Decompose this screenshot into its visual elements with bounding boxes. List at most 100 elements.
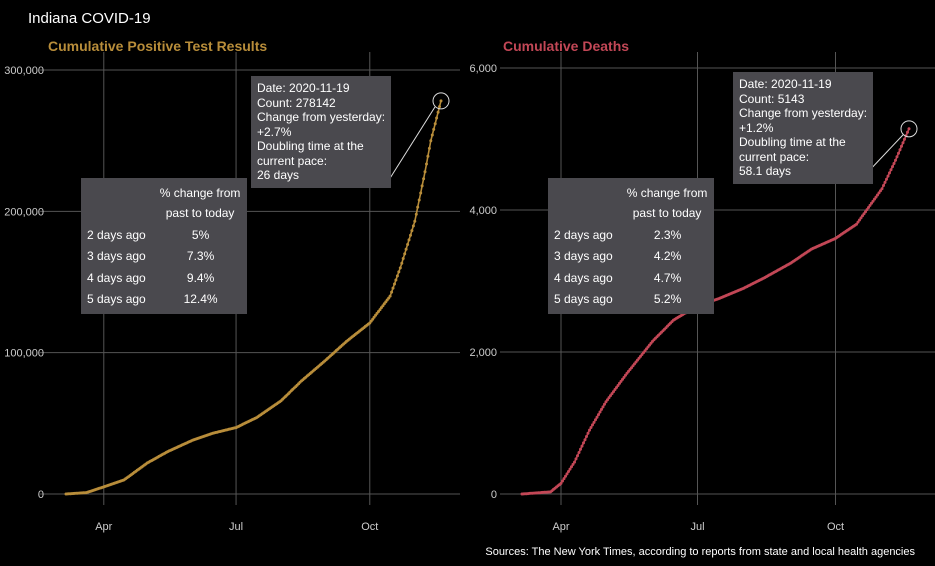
table-row: 2 days ago 2.3%	[554, 227, 682, 242]
data-point	[577, 451, 581, 454]
data-point	[414, 212, 418, 216]
data-point	[439, 99, 443, 103]
data-point	[404, 247, 408, 251]
data-point	[594, 418, 597, 422]
data-point	[588, 428, 591, 432]
data-point	[564, 474, 567, 478]
data-point	[585, 435, 588, 438]
data-point	[398, 266, 402, 270]
data-point	[567, 470, 570, 473]
data-point	[898, 148, 902, 152]
table-row: 3 days ago 4.2%	[554, 249, 682, 263]
table-row: 3 days ago 7.3%	[87, 249, 215, 263]
data-point	[409, 233, 412, 237]
data-point	[559, 481, 563, 485]
x-tick-label: Oct	[827, 521, 844, 533]
data-point	[420, 184, 424, 188]
callout-line: 26 days	[257, 168, 300, 182]
callout-line: current pace:	[739, 149, 810, 164]
data-point	[406, 243, 410, 246]
data-point	[395, 274, 399, 278]
data-point	[868, 203, 872, 207]
y-tick-label: 0	[38, 489, 44, 501]
table-header: % change from past to today	[626, 186, 708, 220]
data-point	[895, 155, 899, 159]
cases-chart-title: Cumulative Positive Test Results	[48, 38, 267, 54]
data-point	[888, 171, 891, 175]
data-point	[906, 130, 909, 134]
x-tick-label: Oct	[361, 521, 378, 533]
data-point	[612, 390, 615, 394]
data-point	[901, 141, 905, 145]
data-point	[592, 420, 596, 424]
data-point	[855, 222, 858, 226]
data-point	[882, 184, 885, 187]
data-point	[598, 410, 602, 414]
table-row: 2 days ago 5%	[87, 227, 210, 242]
x-tick-label: Apr	[552, 521, 569, 533]
y-tick-label: 200,000	[4, 206, 44, 218]
table-row: 4 days ago 4.7%	[554, 270, 682, 285]
cases-series-points	[64, 99, 443, 496]
callout-line: Change from yesterday:	[739, 106, 868, 120]
deaths-chart-title: Cumulative Deaths	[503, 38, 629, 54]
y-tick-label: 2,000	[469, 347, 497, 359]
data-point	[573, 460, 576, 464]
data-point	[582, 441, 585, 445]
data-point	[900, 144, 903, 148]
data-point	[859, 216, 863, 220]
data-point	[438, 105, 441, 109]
data-point	[407, 238, 411, 242]
data-point	[425, 162, 428, 166]
callout-line: Doubling time at the	[739, 135, 846, 149]
y-tick-label: 100,000	[4, 348, 44, 360]
data-point	[865, 208, 869, 212]
callout-line: 58.1 days	[739, 164, 792, 178]
data-point	[390, 290, 394, 294]
data-point	[565, 472, 569, 476]
data-point	[401, 257, 405, 260]
data-point	[601, 405, 605, 409]
data-point	[870, 201, 873, 205]
data-point	[886, 174, 890, 178]
data-point	[879, 189, 882, 193]
data-point	[606, 398, 609, 402]
data-point	[391, 286, 395, 290]
data-point	[403, 252, 407, 256]
cases-percent-table: % change from past to today 2 days ago 5% …	[81, 178, 248, 314]
data-point	[579, 447, 582, 451]
table-row: 5 days ago 5.2%	[554, 292, 682, 306]
data-point	[419, 191, 423, 195]
data-point	[864, 210, 867, 214]
data-point	[570, 465, 573, 469]
cases-panel: Cumulative Positive Test Results 0 100,000…	[4, 38, 460, 533]
callout-line: Change from yesterday:	[257, 110, 386, 124]
data-point	[397, 270, 401, 274]
x-tick-label: Jul	[229, 521, 243, 533]
data-point	[433, 122, 437, 126]
data-point	[580, 444, 584, 448]
data-point	[394, 278, 398, 282]
data-point	[571, 462, 575, 466]
data-point	[568, 467, 572, 471]
data-point	[600, 407, 603, 411]
page-title: Indiana COVID-19	[28, 10, 151, 27]
data-point	[426, 154, 430, 158]
table-header: % change from past to today	[159, 186, 241, 220]
x-tick-label: Jul	[690, 521, 704, 533]
data-point	[603, 402, 606, 406]
data-point	[885, 177, 888, 181]
data-point	[589, 426, 593, 429]
data-point	[388, 294, 392, 298]
data-point	[561, 479, 564, 483]
data-point	[435, 116, 439, 120]
data-point	[880, 187, 884, 191]
data-point	[862, 212, 866, 216]
callout-line: Date: 2020-11-19	[257, 81, 350, 95]
data-point	[595, 415, 599, 419]
data-point	[894, 158, 897, 162]
data-point	[858, 218, 861, 222]
y-tick-label: 0	[491, 489, 497, 501]
cases-callout: Date: 2020-11-19 Count: 278142 Change fr…	[251, 76, 392, 188]
data-point	[622, 375, 626, 379]
